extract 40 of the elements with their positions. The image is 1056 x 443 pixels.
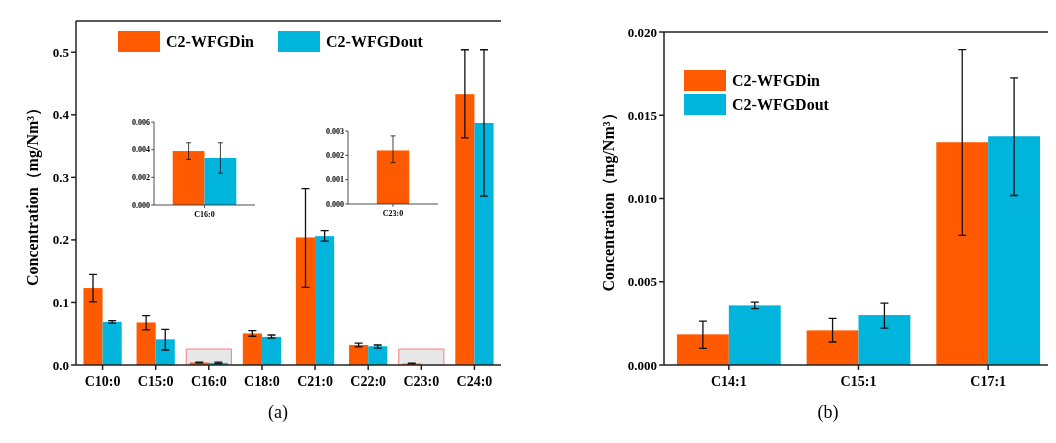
x-tick-label: C18:0: [244, 374, 280, 389]
x-tick-label: C10:0: [84, 374, 121, 389]
y-tick-label: 0.3: [52, 169, 70, 185]
y-tick-label: 0.001: [326, 175, 344, 185]
x-tick-label: C15:1: [840, 374, 877, 389]
y-tick-label: 0.2: [52, 232, 69, 248]
y-tick-label: 0.015: [627, 107, 658, 123]
x-tick-label: C16:0: [194, 210, 215, 219]
y-axis-title: Concentration（mg/Nm³）: [23, 99, 42, 287]
x-tick-label: C16:0: [190, 374, 227, 389]
legend-label: C2-WFGDin: [166, 33, 255, 50]
y-tick-label: 0.005: [627, 274, 658, 290]
y-tick-label: 0.0: [52, 357, 69, 373]
y-tick-label: 0.000: [326, 199, 344, 209]
y-tick-label: 0.004: [132, 145, 150, 155]
legend-label: C2-WFGDout: [326, 33, 424, 50]
y-tick-label: 0.4: [52, 107, 70, 123]
x-tick-label: C21:0: [297, 374, 333, 389]
y-tick-label: 0.1: [52, 295, 69, 310]
x-tick-label: C17:1: [970, 374, 1007, 389]
x-tick-label: C15:0: [137, 374, 174, 389]
y-tick-label: 0.002: [132, 173, 150, 183]
x-tick-label: C22:0: [350, 374, 387, 389]
x-tick-label: C14:1: [710, 374, 747, 389]
y-tick-label: 0.010: [627, 191, 657, 207]
y-tick-label: 0.000: [132, 200, 150, 210]
x-tick-label: C23:0: [403, 374, 440, 389]
y-tick-label: 0.5: [52, 44, 70, 60]
text: (b): [817, 402, 839, 423]
y-tick-label: 0.006: [132, 117, 150, 127]
y-tick-label: 0.000: [627, 357, 657, 373]
y-axis-title: Concentration（mg/Nm³）: [599, 105, 618, 292]
y-tick-label: 0.003: [326, 126, 344, 136]
text: (a): [268, 402, 288, 423]
x-tick-label: C24:0: [456, 374, 493, 389]
legend-label: C2-WFGDout: [732, 96, 830, 113]
x-tick-label: C23:0: [382, 209, 404, 218]
legend-label: C2-WFGDin: [732, 72, 821, 89]
y-tick-label: 0.020: [627, 24, 657, 40]
y-tick-label: 0.002: [326, 151, 344, 161]
